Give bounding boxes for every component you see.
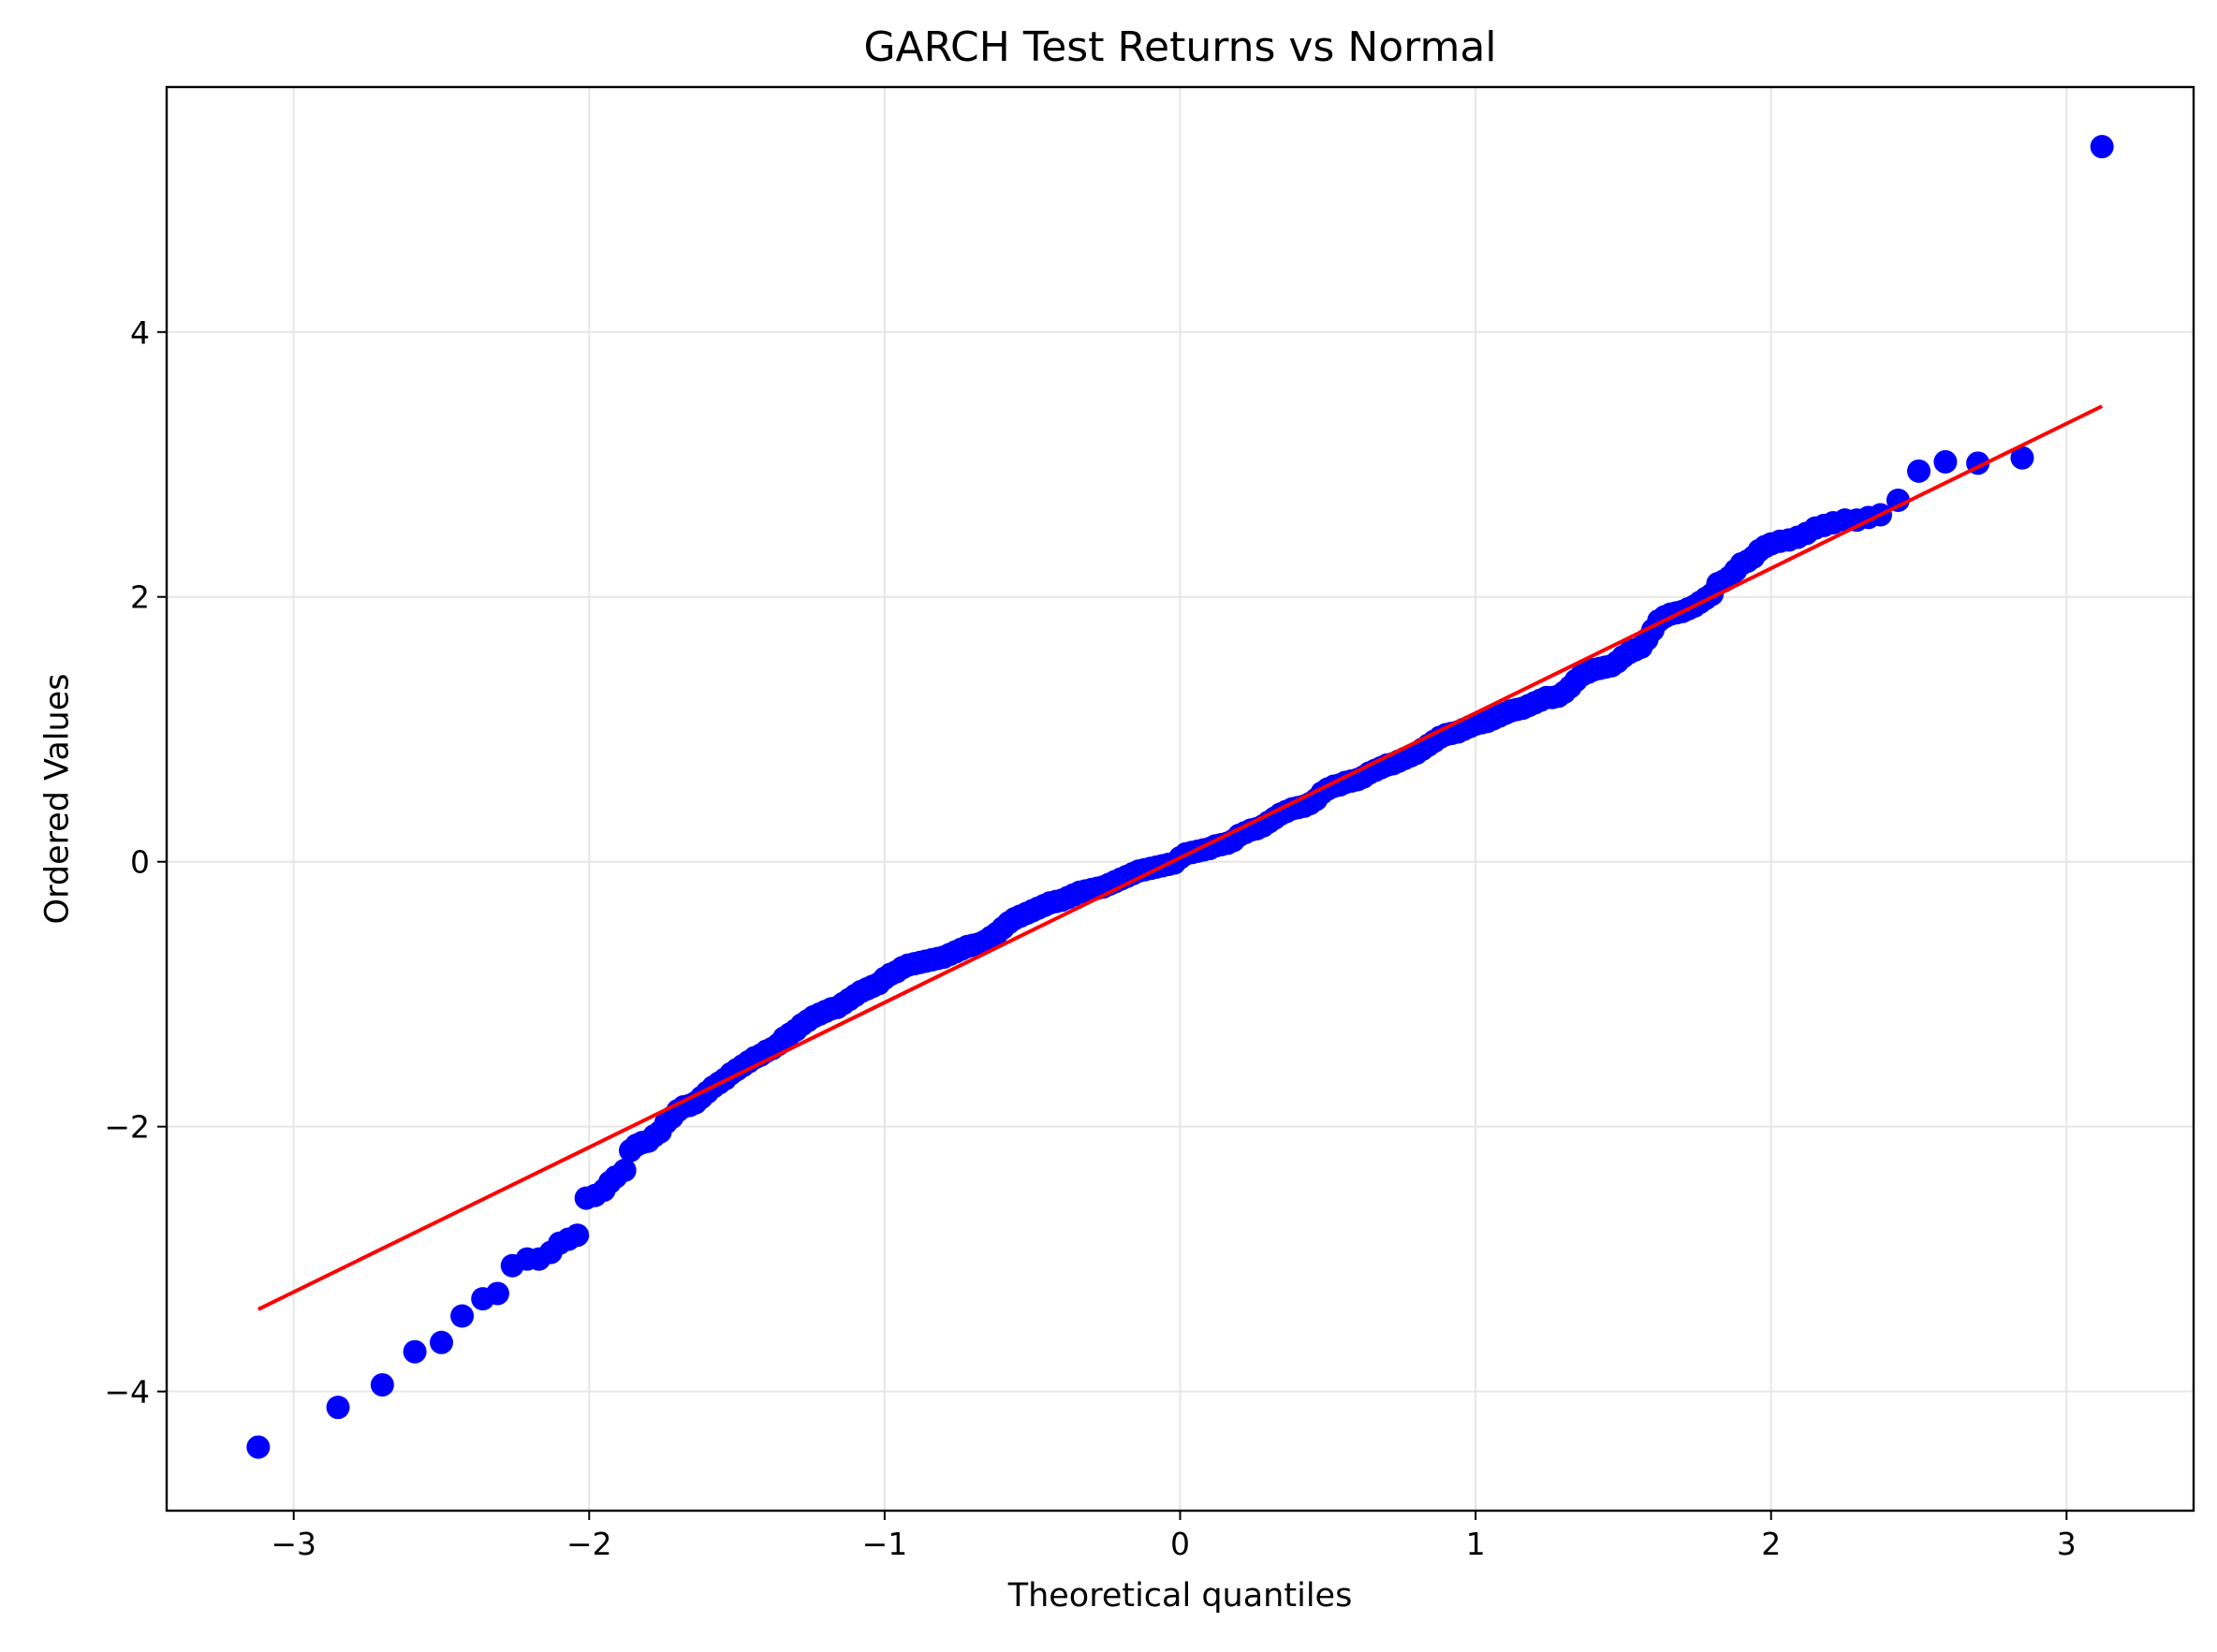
x-tick-label: −1 (862, 1526, 908, 1562)
x-tick-label: −3 (271, 1526, 316, 1562)
x-axis-label: Theoretical quantiles (1007, 1577, 1353, 1615)
data-point (485, 1281, 509, 1306)
y-tick-label: 4 (130, 314, 150, 351)
x-axis-ticks: −3 −2 −1 0 1 2 3 (271, 1511, 2077, 1562)
y-tick-label: −2 (104, 1109, 150, 1146)
scatter-points (246, 135, 2114, 1459)
data-point (326, 1396, 350, 1420)
data-point (430, 1330, 454, 1354)
data-point (450, 1304, 475, 1328)
x-tick-label: 0 (1170, 1526, 1190, 1562)
data-point (2010, 446, 2034, 470)
x-tick-label: 2 (1761, 1526, 1781, 1562)
data-point (246, 1435, 271, 1459)
data-point (403, 1339, 427, 1364)
x-tick-label: 1 (1466, 1526, 1486, 1562)
y-tick-label: 0 (130, 844, 150, 881)
reference-line-layer (257, 404, 2104, 1311)
chart-title: GARCH Test Returns vs Normal (863, 23, 1496, 71)
data-point (1933, 449, 1958, 474)
x-tick-label: −2 (566, 1526, 612, 1562)
data-point (1886, 488, 1910, 512)
reference-line (257, 404, 2104, 1311)
data-point (565, 1223, 590, 1248)
y-tick-label: 2 (130, 579, 150, 616)
data-point (370, 1373, 394, 1397)
y-axis-ticks: −4 −2 0 2 4 (104, 314, 167, 1411)
x-tick-label: 3 (2057, 1526, 2077, 1562)
y-tick-label: −4 (104, 1374, 150, 1411)
data-point (1906, 459, 1931, 483)
y-axis-label: Ordered Values (38, 674, 76, 925)
data-point (2090, 135, 2114, 159)
data-point (612, 1158, 637, 1182)
